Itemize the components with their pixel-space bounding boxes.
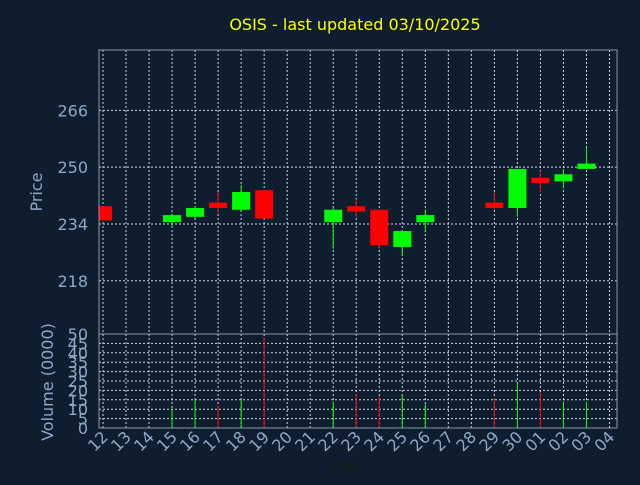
day-tick-labels: 1213141516171819202122232425262728293001… [84,427,618,455]
candle-body [186,207,205,217]
candle-body [163,215,182,223]
volume-axis-label: Volume (0000) [38,323,57,441]
price-grid [99,50,617,334]
volume-grid [99,334,617,428]
candle-body [554,174,573,182]
price-tick-label: 218 [57,272,88,291]
volume-tick-label: 30 [68,363,88,382]
candle-body [370,209,389,246]
price-tick-label: 266 [57,101,88,120]
price-plot-frame [98,49,618,335]
candle-body [485,202,504,208]
candle-body [508,168,527,208]
candle-body [577,163,596,169]
volume-tick-label: 35 [68,353,88,372]
volume-tick-label: 5 [78,410,88,429]
volume-tick-label: 15 [68,391,88,410]
candle-body [416,215,435,223]
volume-tick-label: 25 [68,372,88,391]
volume-bars [171,337,587,428]
volume-plot-frame [98,333,618,429]
candle-body [347,206,366,212]
chart-title: OSIS - last updated 03/10/2025 [229,15,480,34]
volume-tick-label: 10 [68,400,88,419]
volume-tick-label: 20 [68,381,88,400]
candle-body [324,209,343,223]
volume-tick-label: 45 [68,334,88,353]
price-tick-labels: 218 234 250 266 [57,101,88,290]
candle-body [255,190,274,219]
candle-body [209,202,228,208]
volume-tick-label: 40 [68,344,88,363]
candle-body [232,192,251,210]
x-axis-label: Day [333,458,363,476]
volume-tick-label: 50 [68,325,88,344]
candle-body [393,231,412,248]
price-axis-label: Price [27,172,46,211]
day-tick-label: 04 [590,427,618,455]
candles [99,147,596,256]
price-tick-label: 250 [57,158,88,177]
price-tick-label: 234 [57,215,88,234]
candle-body [99,206,112,221]
candle-body [531,177,550,184]
volume-tick-label: 0 [78,419,88,438]
